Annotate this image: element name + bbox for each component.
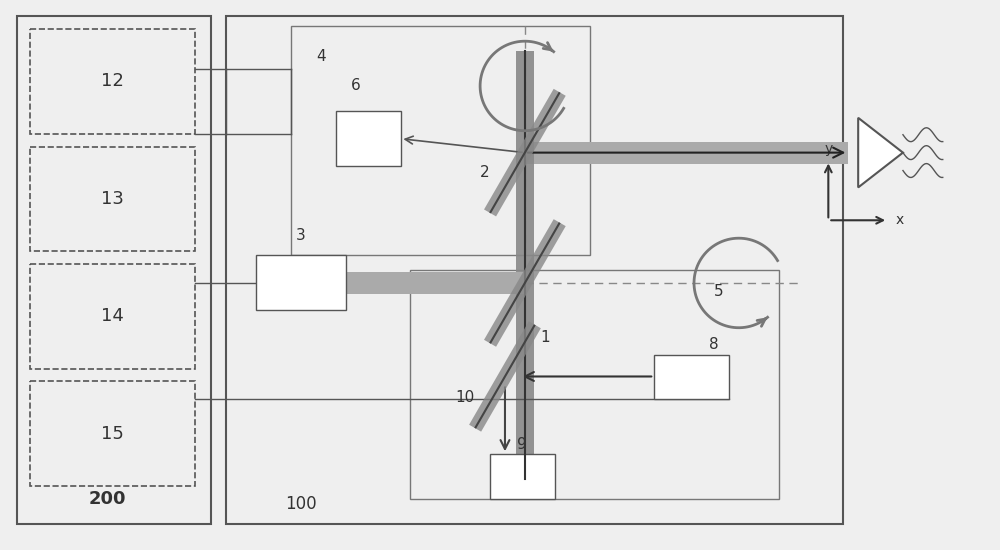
FancyArrow shape [516, 51, 534, 479]
Polygon shape [858, 118, 903, 188]
Bar [336, 111, 401, 166]
Text: 200: 200 [88, 490, 126, 508]
Text: 10: 10 [456, 390, 475, 405]
Bar [30, 147, 195, 251]
Text: 14: 14 [101, 307, 124, 325]
Bar [30, 382, 195, 486]
Bar [291, 26, 590, 255]
Bar [17, 16, 211, 524]
Text: 8: 8 [709, 337, 719, 352]
FancyArrow shape [346, 272, 525, 294]
Bar [410, 270, 779, 499]
Text: 2: 2 [480, 165, 490, 180]
Text: x: x [896, 213, 904, 227]
Bar [226, 16, 843, 524]
Text: 7: 7 [885, 145, 895, 160]
Text: 100: 100 [285, 495, 317, 513]
Text: 12: 12 [101, 73, 124, 91]
Bar [30, 264, 195, 368]
Text: 15: 15 [101, 425, 124, 443]
FancyArrow shape [525, 142, 848, 163]
Text: 6: 6 [351, 79, 361, 94]
Bar [490, 454, 555, 499]
Text: 4: 4 [316, 48, 326, 64]
Text: 9: 9 [517, 437, 527, 452]
Text: 5: 5 [714, 284, 724, 299]
Bar [256, 255, 346, 310]
Text: 1: 1 [540, 330, 550, 345]
Text: 13: 13 [101, 190, 124, 208]
Bar [654, 355, 729, 399]
Bar [30, 29, 195, 134]
Text: y: y [824, 142, 832, 156]
Text: 3: 3 [296, 228, 306, 243]
